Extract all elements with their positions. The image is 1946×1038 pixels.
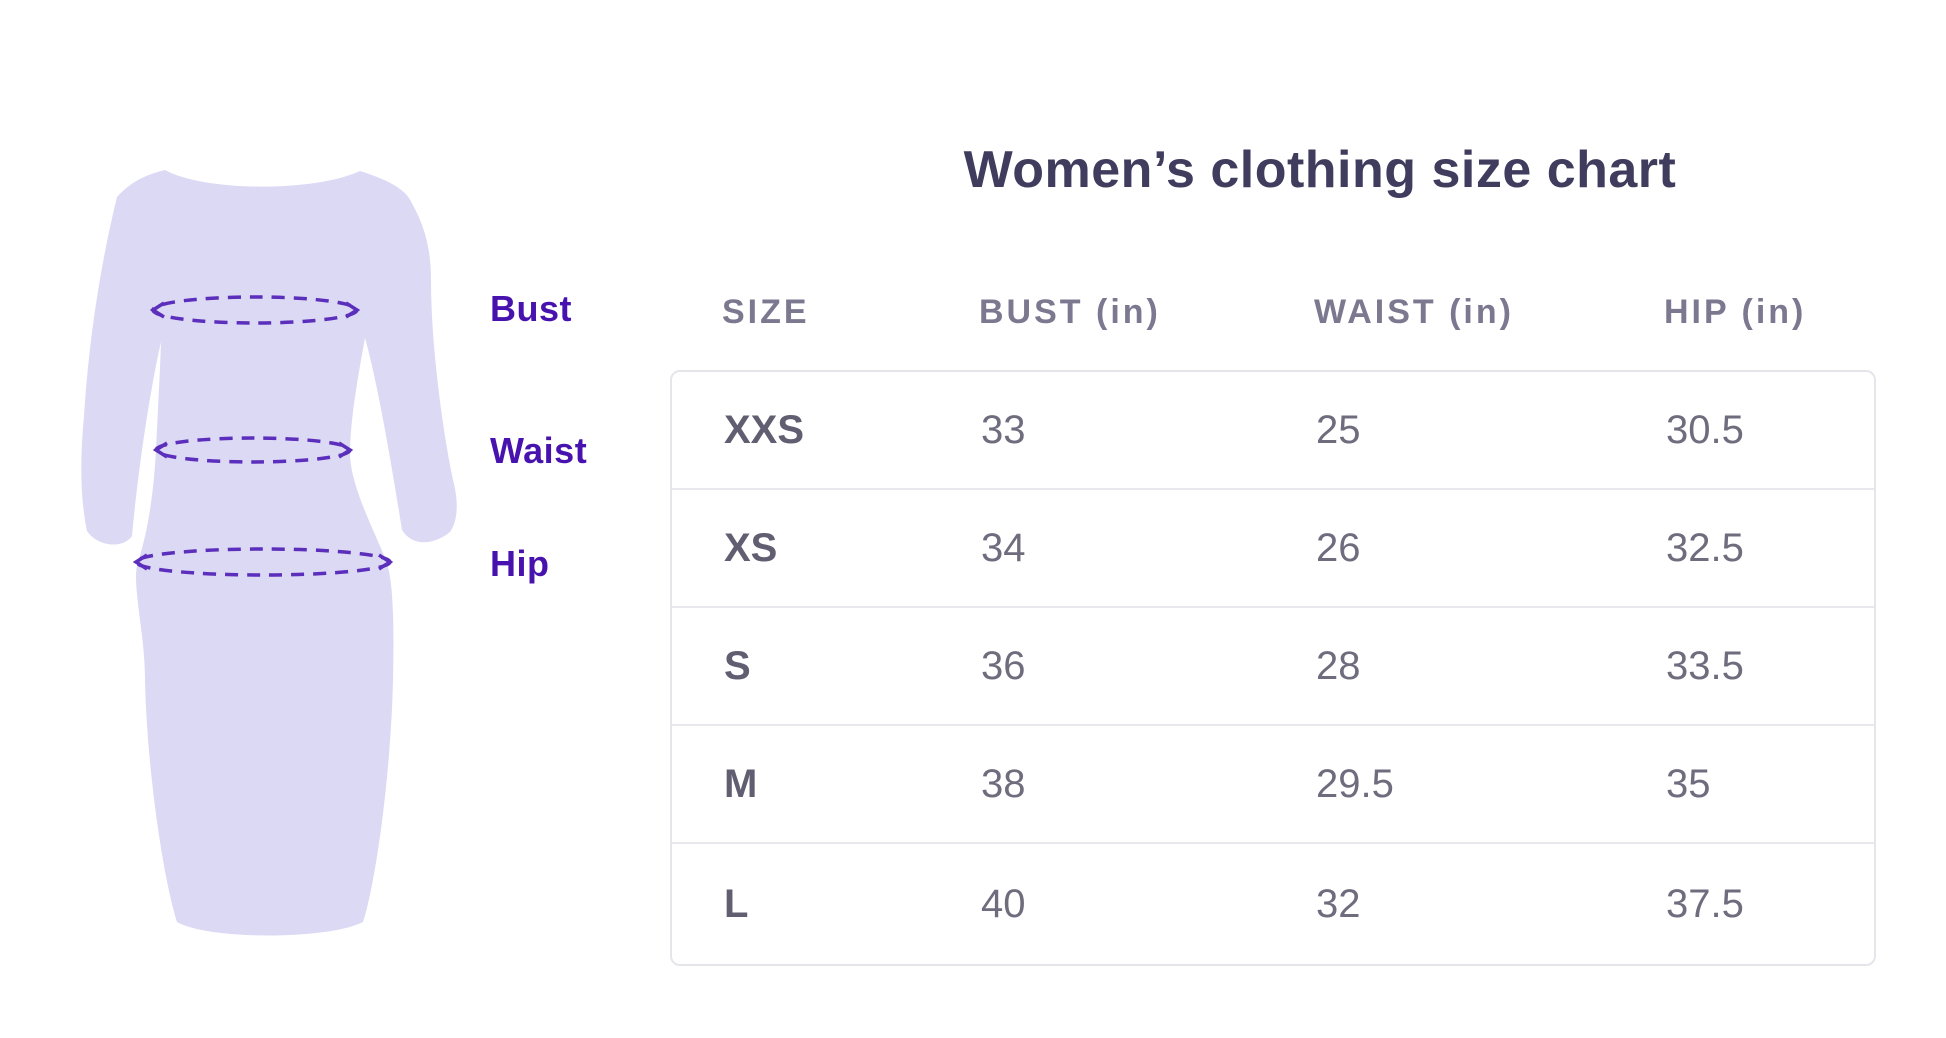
bust-arrow-left-icon (149, 301, 165, 319)
size-cell: XXS (724, 407, 805, 452)
size-cell: S (724, 643, 751, 688)
hip-arrow-left-icon (132, 553, 148, 571)
size-cell: L (724, 881, 749, 926)
bust-label: Bust (490, 288, 572, 329)
bust-cell: 38 (981, 761, 1026, 806)
size-cell: XS (724, 525, 778, 570)
header-bust: BUST (in) (979, 292, 1161, 331)
table-row: XS 34 26 32.5 (672, 490, 1874, 608)
page-title: Women’s clothing size chart (963, 141, 1677, 199)
table-row: M 38 29.5 35 (672, 726, 1874, 844)
waist-arrow-left-icon (152, 441, 168, 459)
table-row: S 36 28 33.5 (672, 608, 1874, 726)
waist-label: Waist (490, 430, 588, 471)
waist-arrow-right-icon (338, 441, 354, 459)
hip-cell: 35 (1666, 761, 1711, 806)
hip-label: Hip (490, 543, 550, 584)
dress-silhouette (81, 170, 457, 936)
bust-cell: 36 (981, 643, 1026, 688)
hip-arrow-right-icon (378, 553, 394, 571)
waist-cell: 32 (1316, 881, 1361, 926)
waist-cell: 26 (1316, 525, 1361, 570)
hip-cell: 33.5 (1666, 643, 1744, 688)
header-size: SIZE (722, 292, 810, 331)
table-header-row: SIZE BUST (in) WAIST (in) HIP (in) (670, 290, 1876, 334)
bust-cell: 40 (981, 881, 1026, 926)
waist-cell: 29.5 (1316, 761, 1394, 806)
header-hip: HIP (in) (1664, 292, 1807, 331)
hip-cell: 30.5 (1666, 407, 1744, 452)
hip-cell: 32.5 (1666, 525, 1744, 570)
table-row: L 40 32 37.5 (672, 844, 1874, 964)
bust-cell: 34 (981, 525, 1026, 570)
table-row: XXS 33 25 30.5 (672, 372, 1874, 490)
dress-illustration (81, 170, 457, 936)
bust-cell: 33 (981, 407, 1026, 452)
size-table: XXS 33 25 30.5 XS 34 26 32.5 S 36 28 33.… (670, 370, 1876, 966)
size-cell: M (724, 761, 758, 806)
waist-cell: 28 (1316, 643, 1361, 688)
waist-cell: 25 (1316, 407, 1361, 452)
bust-arrow-right-icon (345, 301, 361, 319)
header-waist: WAIST (in) (1314, 292, 1514, 331)
hip-cell: 37.5 (1666, 881, 1744, 926)
